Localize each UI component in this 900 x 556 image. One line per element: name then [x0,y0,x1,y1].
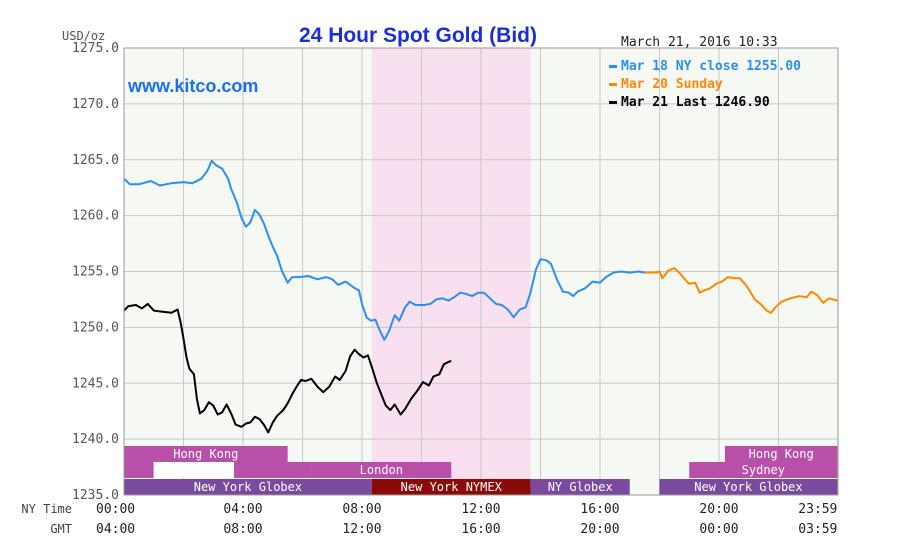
x-tick-label: 12:00 [342,522,381,537]
x-tick-label: 16:00 [461,522,500,537]
market-session-bar [659,479,838,495]
legend-label: Mar 21 Last 1246.90 [621,95,770,110]
legend-label: Mar 20 Sunday [621,77,723,92]
x-tick-label: 00:00 [96,502,135,517]
market-session-bar [724,446,838,462]
market-session-bar [124,446,288,462]
market-session-bar [311,462,452,478]
y-tick-label: 1270.0 [72,97,119,112]
y-tick-label: 1245.0 [72,376,119,391]
market-session-bar [124,479,372,495]
market-session-label: New York Globex [694,480,802,494]
y-unit-label: USD/oz [62,29,105,43]
y-tick-label: 1275.0 [72,41,119,56]
market-session-label: NY Globex [548,480,613,494]
legend-label: Mar 18 NY close 1255.00 [621,59,801,74]
x-tick-label: 12:00 [461,502,500,517]
market-session-bar [371,479,531,495]
legend-swatch [609,65,617,68]
y-tick-label: 1250.0 [72,320,119,335]
x-tick-label: 20:00 [699,502,738,517]
x-tick-label: 00:00 [699,522,738,537]
x-tick-label: 16:00 [580,502,619,517]
timestamp: March 21, 2016 10:33 [621,35,778,50]
market-session-label: Sydney [742,463,785,477]
market-session-label: Hong Kong [173,447,238,461]
x-tick-label: 20:00 [580,522,619,537]
series-line [123,302,452,434]
y-tick-label: 1240.0 [72,432,119,447]
x-tick-label: 08:00 [342,502,381,517]
plot-frame [123,47,839,496]
market-session-bar [234,462,312,478]
y-tick-label: 1265.0 [72,153,119,168]
chart-title: 24 Hour Spot Gold (Bid) [299,24,537,47]
market-session-label: London [360,463,403,477]
market-session-bar [530,479,630,495]
market-session-label: Hong Kong [749,447,814,461]
watermark: www.kitco.com [127,76,258,96]
market-session-bar [689,462,838,478]
market-session-bar [124,462,154,478]
y-tick-label: 1255.0 [72,265,119,280]
market-session-label: New York Globex [194,480,302,494]
y-tick-label: 1235.0 [72,488,119,503]
x-tick-label: 23:59 [798,502,837,517]
x-row-label: NY Time [21,502,72,516]
x-tick-label: 04:00 [96,522,135,537]
market-session-bar [153,462,235,478]
x-tick-label: 08:00 [223,522,262,537]
series-line [123,159,645,341]
x-row-label: GMT [50,522,72,536]
legend-swatch [609,83,617,86]
series-line [644,267,838,314]
x-tick-label: 03:59 [798,522,837,537]
market-session-label: New York NYMEX [401,480,503,494]
y-tick-label: 1260.0 [72,209,119,224]
x-tick-label: 04:00 [223,502,262,517]
legend-swatch [609,101,617,104]
